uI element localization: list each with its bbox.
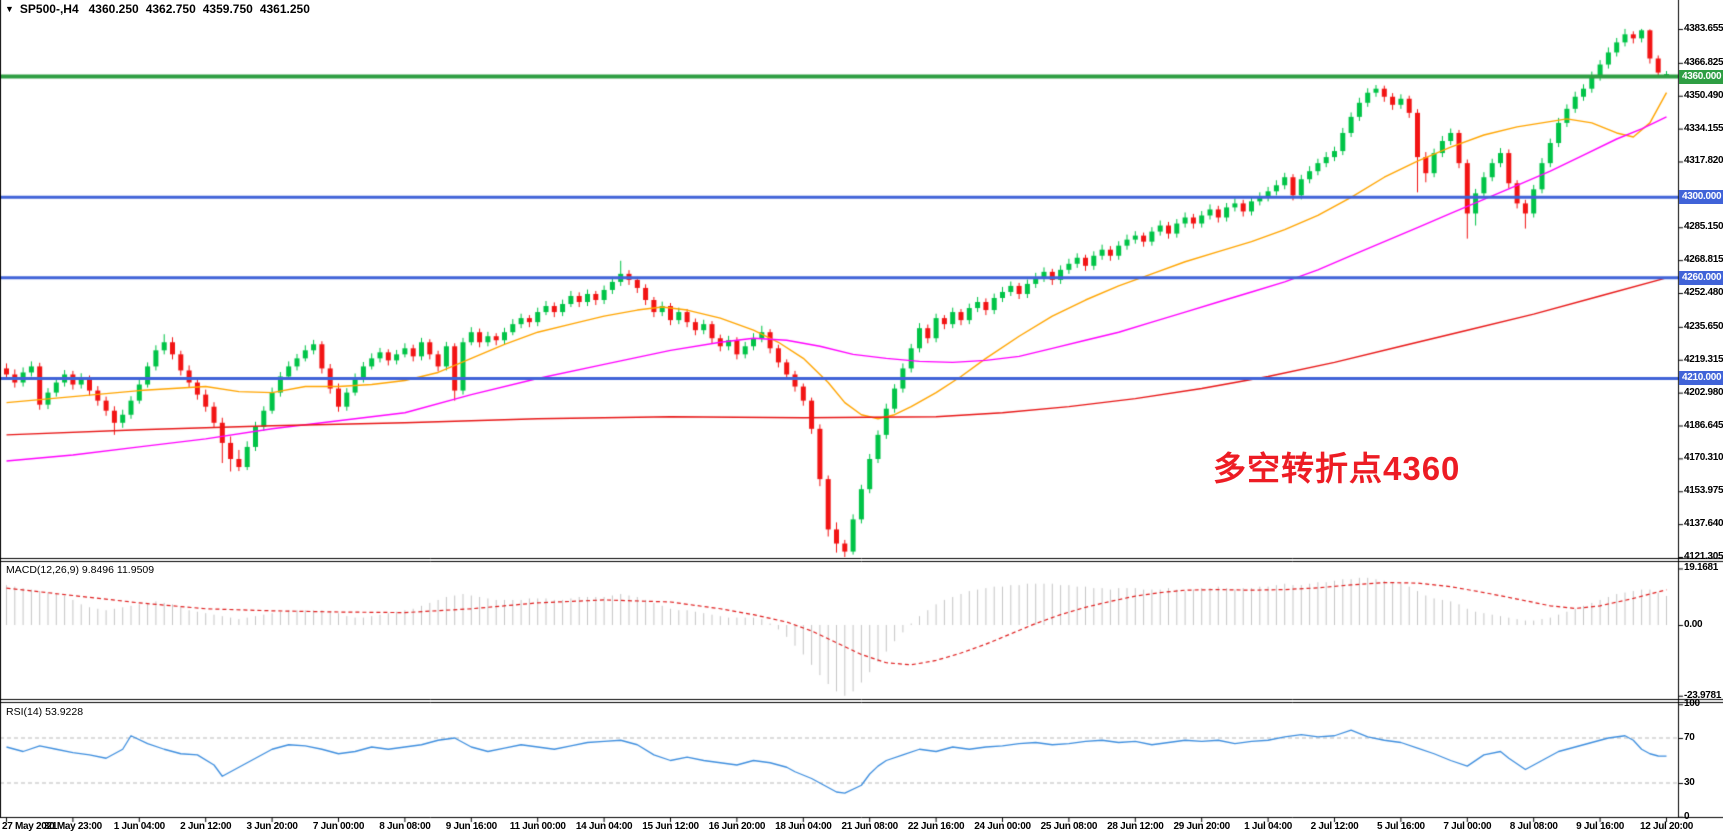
- price-tick-label: 4317.820: [1684, 155, 1723, 167]
- time-tick-label: 24 Jun 00:00: [974, 821, 1031, 832]
- ohlc-low: 4359.750: [202, 2, 253, 16]
- time-tick-label: 1 Jul 04:00: [1244, 821, 1293, 832]
- rsi-tick-label: 70: [1684, 732, 1695, 743]
- time-tick-label: 2 Jun 12:00: [180, 821, 232, 832]
- time-tick-label: 29 Jun 20:00: [1173, 821, 1230, 832]
- price-line-label: 4260.000: [1679, 270, 1723, 285]
- time-tick-label: 1 Jun 04:00: [113, 821, 165, 832]
- rsi-tick-label: 0: [1684, 810, 1690, 822]
- time-tick-label: 5 Jul 16:00: [1376, 821, 1425, 832]
- time-tick-label: 28 Jun 12:00: [1107, 821, 1164, 832]
- time-tick-label: 12 Jul 20:00: [1639, 821, 1694, 832]
- time-tick-label: 18 Jun 04:00: [775, 821, 832, 832]
- time-axis[interactable]: 27 May 2021 30 May 23:00 1 Jun 04:00 2 Jun …: [0, 818, 1723, 839]
- macd-name: MACD(12,26,9): [6, 564, 79, 576]
- rsi-tick-label: 30: [1684, 777, 1695, 788]
- time-tick-label: 25 Jun 08:00: [1040, 821, 1098, 832]
- price-line-label: 4210.000: [1679, 371, 1723, 386]
- time-tick-label: 8 Jun 08:00: [379, 821, 431, 832]
- macd-tick-label: 19.1681: [1684, 562, 1719, 574]
- price-tick-label: 4235.650: [1684, 320, 1723, 332]
- price-line-label: 4360.000: [1679, 69, 1723, 84]
- price-tick-label: 4170.310: [1684, 452, 1723, 464]
- macd-tick-label: -23.9781: [1684, 689, 1722, 701]
- rsi-tick-label: 100: [1684, 698, 1700, 710]
- time-tick-label: 21 Jun 08:00: [841, 821, 898, 832]
- price-axis[interactable]: 4383.655 4366.825 4350.490 4334.155 4317.820…: [1678, 0, 1723, 822]
- panel-divider-rsi[interactable]: [0, 698, 1723, 703]
- macd-label: MACD(12,26,9) 9.8496 11.9509: [6, 564, 154, 576]
- panel-divider-macd[interactable]: [0, 557, 1723, 562]
- rsi-value: 53.9228: [45, 706, 84, 718]
- time-tick-label: 14 Jun 04:00: [575, 821, 633, 832]
- chart-symbol-period: SP500-,H4: [19, 2, 79, 16]
- time-tick-label: 7 Jun 00:00: [312, 821, 365, 832]
- time-tick-label: 8 Jul 08:00: [1509, 821, 1558, 832]
- price-tick-label: 4186.645: [1684, 419, 1723, 431]
- price-tick-label: 4334.155: [1684, 122, 1723, 134]
- price-tick-label: 4366.825: [1684, 56, 1723, 68]
- rsi-label: RSI(14) 53.9228: [6, 706, 83, 718]
- price-tick-label: 4202.980: [1684, 386, 1723, 398]
- time-tick-label: 30 May 23:00: [43, 821, 102, 832]
- price-tick-label: 4285.150: [1684, 221, 1723, 233]
- ohlc-open: 4360.250: [88, 2, 139, 16]
- price-tick-label: 4137.640: [1684, 518, 1723, 530]
- macd-tick-label: 0.00: [1684, 619, 1703, 630]
- time-tick-label: 2 Jul 12:00: [1310, 821, 1359, 832]
- time-tick-label: 3 Jun 20:00: [246, 821, 298, 832]
- time-tick-label: 9 Jun 16:00: [445, 821, 497, 832]
- price-tick-label: 4268.815: [1684, 254, 1723, 266]
- time-tick-label: 16 Jun 20:00: [708, 821, 766, 832]
- price-tick-label: 4219.315: [1684, 353, 1723, 365]
- annotation-text: 多空转折点4360: [1213, 450, 1461, 487]
- price-tick-label: 4153.975: [1684, 485, 1723, 497]
- symbol-dropdown-icon[interactable]: ▼: [5, 4, 14, 14]
- price-tick-label: 4350.490: [1684, 89, 1723, 101]
- ohlc-high: 4362.750: [145, 2, 196, 16]
- price-tick-label: 4383.655: [1684, 23, 1723, 34]
- price-tick-label: 4121.305: [1684, 551, 1723, 562]
- ohlc-close: 4361.250: [259, 2, 310, 16]
- rsi-name: RSI(14): [6, 706, 43, 718]
- price-line-label: 4300.000: [1679, 190, 1723, 205]
- macd-values: 9.8496 11.9509: [81, 564, 155, 576]
- time-tick-label: 15 Jun 12:00: [642, 821, 699, 832]
- time-tick-label: 7 Jul 00:00: [1443, 821, 1492, 832]
- time-tick-label: 11 Jun 00:00: [509, 821, 566, 832]
- time-tick-label: 27 May 2021: [2, 821, 58, 832]
- chart-header: ▼ SP500-,H4 4360.250 4362.750 4359.750 4…: [5, 2, 317, 16]
- price-tick-label: 4252.480: [1684, 287, 1723, 298]
- time-tick-label: 22 Jun 16:00: [907, 821, 965, 832]
- time-tick-label: 9 Jul 16:00: [1576, 821, 1625, 832]
